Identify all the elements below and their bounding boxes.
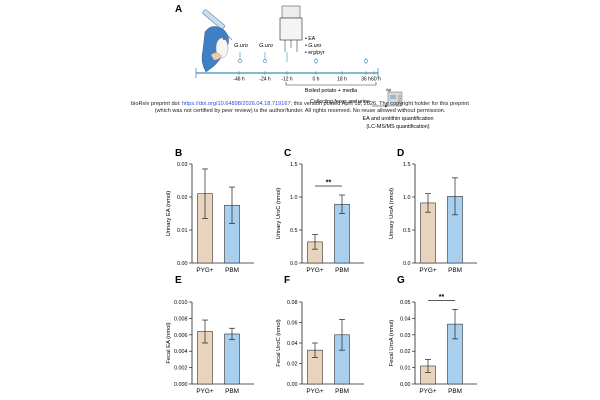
- significance-label: **: [439, 294, 445, 301]
- y-axis-label: Urinary UroC (nmol): [276, 188, 282, 240]
- y-tick-label: 0.02: [400, 349, 411, 355]
- y-tick-label: 0.5: [403, 228, 411, 234]
- timeline-tick-label: 36 h: [361, 77, 371, 83]
- y-tick-label: 0.00: [177, 261, 188, 267]
- gavage-hand-mouse-illustration: [201, 9, 233, 73]
- y-tick-label: 0.002: [174, 366, 188, 372]
- y-tick-label: 0.004: [174, 349, 188, 355]
- watermark-line-1: bioRxiv preprint doi: https://doi.org/10…: [131, 101, 469, 107]
- lcms-instrument-icon: Agi: [386, 88, 403, 107]
- panel-label: F: [284, 275, 290, 286]
- boiled-potato-label: Boiled potato + media: [305, 88, 357, 94]
- collecting-label: Collecting feces and urine: [310, 99, 370, 105]
- cage-legend-item: • erg/pyr: [305, 50, 325, 56]
- gavage-marker-2: G.uro: [259, 43, 273, 63]
- x-category-label: PBM: [448, 388, 462, 395]
- boiled-potato-bracket: Boiled potato + media: [285, 82, 377, 94]
- instrument-label: Agi: [386, 88, 391, 92]
- y-axis-label: Fecal EA (nmol): [166, 322, 172, 363]
- y-tick-label: 0.08: [287, 300, 298, 306]
- y-tick-label: 0.04: [400, 316, 411, 322]
- x-category-label: PYG+: [306, 388, 323, 395]
- y-axis-label: Urinary UroA (nmol): [389, 188, 395, 239]
- y-tick-label: 0.03: [177, 162, 188, 168]
- y-tick-label: 1.0: [403, 195, 411, 201]
- timeline-tick-label: 0 h: [313, 77, 320, 83]
- panel-label: G: [397, 275, 405, 286]
- timeline: -48 h -24 h -12 h 0 h 18 h 36 h 60 h Boiled po…: [195, 68, 381, 94]
- y-tick-label: 0.5: [290, 228, 298, 234]
- sampling-markers: [314, 58, 368, 64]
- y-tick-label: 0.03: [400, 333, 411, 339]
- y-axis-label: Urinary EA (nmol): [166, 191, 172, 237]
- chart-panel-b: B 0.00 0.01 0.02 0.03 Urinary EA (nmol) PYG+ PB…: [166, 148, 254, 274]
- y-tick-label: 0.008: [174, 316, 188, 322]
- y-tick-label: 0.0: [403, 261, 411, 267]
- cage-legend-item: • G.uro: [305, 43, 321, 49]
- y-tick-label: 0.00: [400, 382, 411, 388]
- bar-pbm: [224, 333, 240, 385]
- metabolic-cage-icon: [279, 5, 303, 62]
- timeline-tick-label: -24 h: [259, 77, 271, 83]
- x-category-label: PYG+: [419, 388, 436, 395]
- y-tick-label: 0.06: [287, 321, 298, 327]
- timeline-tick-label: -12 h: [281, 77, 293, 83]
- chart-panel-e: E 0.000 0.002 0.004 0.006 0.008 0.010 Fecal EA …: [166, 275, 254, 395]
- x-category-label: PBM: [335, 388, 349, 395]
- x-category-label: PBM: [225, 267, 239, 274]
- y-tick-label: 1.0: [290, 195, 298, 201]
- y-tick-label: 0.0: [290, 261, 298, 267]
- panel-label-a: A: [175, 4, 182, 15]
- x-category-label: PYG+: [306, 267, 323, 274]
- y-tick-label: 0.006: [174, 333, 188, 339]
- y-axis-label: Fecal UroC (nmol): [276, 319, 282, 366]
- quant-label-line1: EA and urolithin quantification: [362, 116, 433, 122]
- y-tick-label: 0.000: [174, 382, 188, 388]
- y-tick-label: 1.5: [403, 162, 411, 168]
- quant-label-line2: (LC-MS/MS quantification): [366, 124, 429, 130]
- y-tick-label: 0.00: [287, 382, 298, 388]
- panel-a: A G.uro G.uro: [175, 4, 434, 130]
- y-tick-label: 0.04: [287, 341, 298, 347]
- x-category-label: PBM: [225, 388, 239, 395]
- panel-label: C: [284, 148, 291, 159]
- panel-label: E: [175, 275, 182, 286]
- y-tick-label: 0.02: [287, 362, 298, 368]
- doi-link[interactable]: https://doi.org/10.64898/2026.04.18.7191…: [182, 101, 291, 107]
- significance-label: **: [326, 180, 332, 187]
- y-axis-label: Fecal UroA (nmol): [389, 320, 395, 367]
- y-tick-label: 1.5: [290, 162, 298, 168]
- gavage-label-1: G.uro: [234, 43, 248, 49]
- x-category-label: PBM: [448, 267, 462, 274]
- chart-panel-g: G 0.00 0.01 0.02 0.03 0.04 0.05 Fecal UroA (nmo…: [389, 275, 477, 395]
- cage-legend: • EA • G.uro • erg/pyr: [305, 36, 325, 56]
- timeline-tick-label: 60 h: [371, 77, 381, 83]
- timeline-tick-label: 18 h: [337, 77, 347, 83]
- cage-legend-item: • EA: [305, 36, 316, 42]
- y-tick-label: 0.01: [177, 228, 188, 234]
- y-tick-label: 0.02: [177, 195, 188, 201]
- panel-label: B: [175, 148, 182, 159]
- chart-panel-f: F 0.00 0.02 0.04 0.06 0.08 Fecal UroC (nmol) PY…: [276, 275, 364, 395]
- gavage-marker-1: G.uro: [234, 43, 248, 63]
- y-tick-label: 0.01: [400, 366, 411, 372]
- x-category-label: PBM: [335, 267, 349, 274]
- panel-label: D: [397, 148, 404, 159]
- chart-panel-d: D 0.0 0.5 1.0 1.5 Urinary UroA (nmol) PYG+ PBM: [389, 148, 477, 274]
- gavage-label-2: G.uro: [259, 43, 273, 49]
- y-tick-label: 0.05: [400, 300, 411, 306]
- x-category-label: PYG+: [196, 388, 213, 395]
- x-category-label: PYG+: [196, 267, 213, 274]
- x-category-label: PYG+: [419, 267, 436, 274]
- chart-panel-c: C 0.0 0.5 1.0 1.5 Urinary UroC (nmol) PYG+ PBM *…: [276, 148, 364, 274]
- preprint-watermark: bioRxiv preprint doi: https://doi.org/10…: [100, 101, 500, 115]
- watermark-line-2: (which was not certified by peer review)…: [154, 108, 446, 114]
- timeline-tick-label: -48 h: [233, 77, 245, 83]
- y-tick-label: 0.010: [174, 300, 188, 306]
